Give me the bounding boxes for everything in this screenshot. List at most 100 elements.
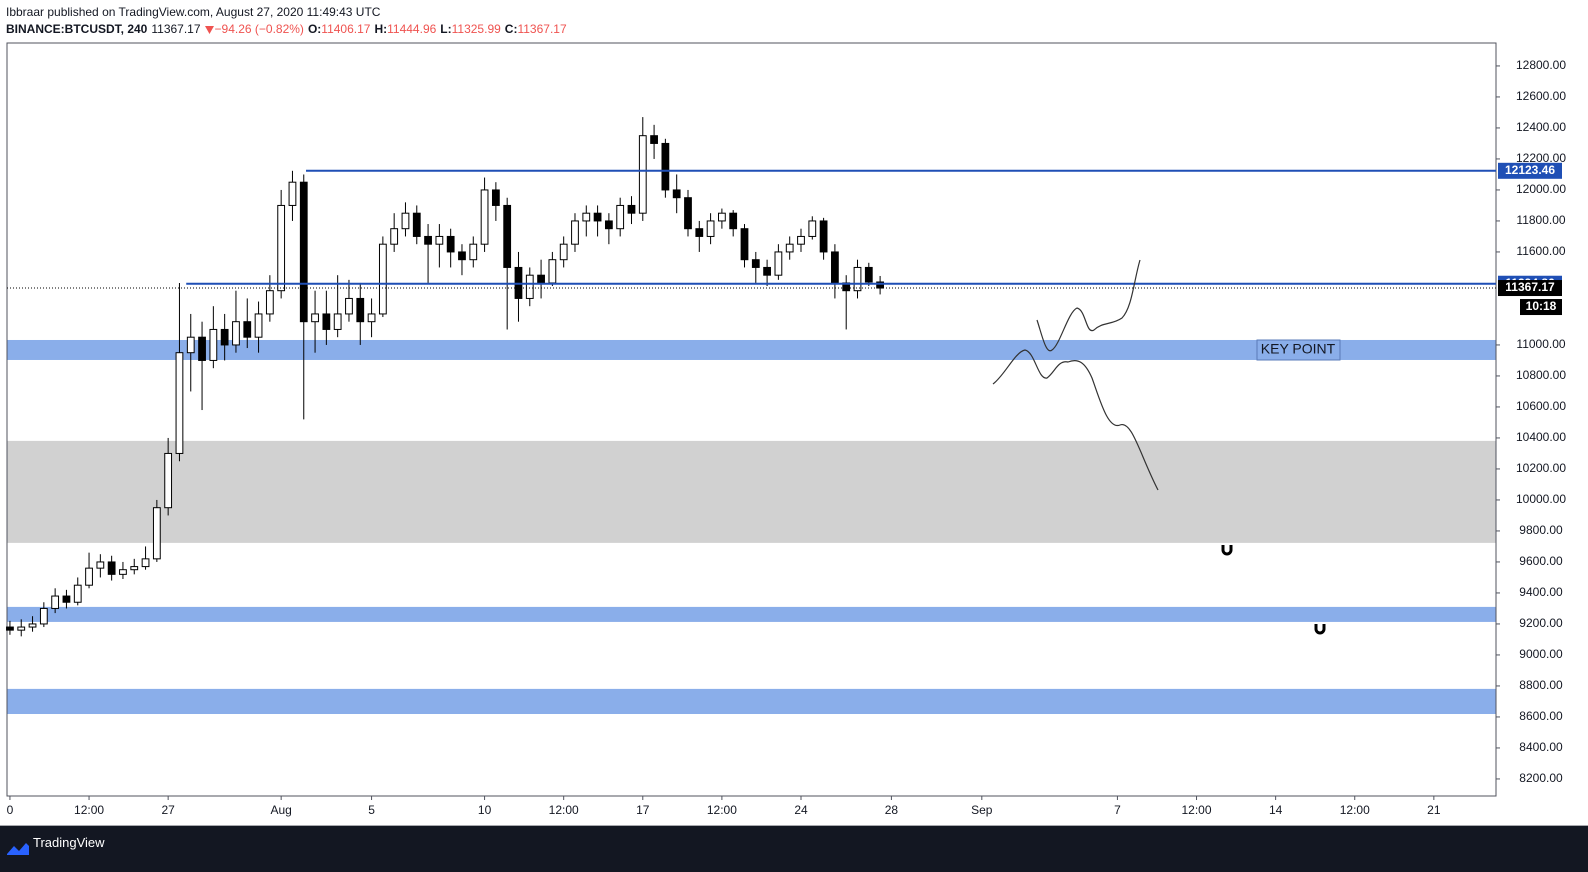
- candle-body: [503, 204, 512, 268]
- candle-body: [650, 135, 658, 144]
- candle-body: [390, 228, 399, 245]
- ohlc-label: H:: [374, 22, 388, 36]
- candle-body: [288, 181, 297, 206]
- annotation-box: [1256, 339, 1341, 361]
- symbol: BINANCE:BTCUSDT, 240: [6, 22, 148, 36]
- candle-body: [627, 204, 636, 214]
- x-tick-label: 24: [794, 803, 808, 817]
- change: −94.26 (−0.82%): [214, 22, 304, 36]
- x-tick-label: 0: [7, 803, 14, 817]
- low-value: 11325.99: [451, 22, 501, 36]
- candle-body: [243, 321, 252, 338]
- candle-body: [277, 204, 286, 292]
- zone: [7, 440, 1496, 543]
- candle-body: [480, 189, 489, 245]
- open-value: 11406.17: [321, 22, 371, 36]
- zone: [7, 688, 1496, 715]
- candle-body: [412, 212, 421, 237]
- footer: TradingView: [0, 826, 1588, 872]
- x-tick-label: 28: [885, 803, 899, 817]
- y-tick-label: 8200.00: [1519, 771, 1563, 785]
- ohlc-label: C:: [504, 22, 518, 36]
- x-tick-label: Aug: [270, 803, 291, 817]
- down-arrow: [204, 25, 214, 34]
- candle-body: [548, 259, 557, 284]
- y-tick-label: 11800.00: [1516, 213, 1565, 227]
- candle-body: [469, 243, 478, 261]
- candle-body: [254, 313, 263, 338]
- projection-down: [992, 349, 1159, 491]
- magnet-icon: [1221, 545, 1326, 635]
- candle-body: [311, 313, 319, 323]
- candle-body: [740, 228, 749, 261]
- projection-up: [1036, 259, 1141, 352]
- chart: 8200.00 8400.00 8600.00 8800.00 9000.00 9200.…: [0, 42, 1588, 826]
- y-tick-label: 9600.00: [1519, 554, 1563, 568]
- y-tick-label: 10600.00: [1516, 399, 1566, 413]
- candle-body: [119, 569, 127, 575]
- candle-body: [85, 567, 93, 586]
- y-tick-label: 12800.00: [1516, 58, 1566, 72]
- candle-body: [186, 336, 195, 354]
- candle-body: [537, 274, 545, 284]
- candle-body: [62, 595, 71, 603]
- y-tick-label: 9000.00: [1519, 647, 1563, 661]
- candle-body: [367, 313, 376, 323]
- x-tick-label: 17: [636, 803, 650, 817]
- candle-body: [73, 584, 82, 603]
- candle-body: [322, 313, 331, 330]
- last-price-box: [1498, 280, 1562, 297]
- y-tick-label: 9800.00: [1519, 523, 1563, 537]
- zone: [7, 339, 1496, 360]
- candle-body: [559, 243, 568, 261]
- candle-body: [265, 290, 274, 315]
- candle-body: [706, 220, 715, 237]
- y-tick-label: 8800.00: [1519, 678, 1563, 692]
- candle-body: [525, 274, 534, 299]
- y-tick-label: 8600.00: [1519, 709, 1563, 723]
- candle-body: [164, 452, 173, 509]
- candle-body: [638, 135, 647, 214]
- x-tick-label: 12:00: [707, 803, 737, 817]
- candle-body: [198, 336, 206, 361]
- candle-body: [458, 251, 466, 261]
- candle-body: [661, 142, 670, 191]
- candle-body: [209, 328, 218, 361]
- x-tick-label: 12:00: [549, 803, 579, 817]
- y-tick-label: 10400.00: [1516, 430, 1566, 444]
- candle-body: [356, 297, 365, 323]
- candle-body: [672, 189, 681, 199]
- candle-body: [785, 243, 794, 253]
- candle-body: [751, 259, 760, 268]
- countdown: 10:18: [1526, 299, 1557, 313]
- ohlc-label: O:: [307, 22, 322, 36]
- zone: [7, 606, 1496, 622]
- candle-body: [130, 566, 139, 571]
- candle-body: [593, 212, 602, 222]
- y-tick-label: 11000.00: [1516, 337, 1565, 351]
- y-tick-label: 12000.00: [1516, 182, 1566, 196]
- x-tick-label: 12:00: [1340, 803, 1370, 817]
- price-label-box: [1498, 162, 1562, 179]
- last-price-label: 11367.17: [1505, 280, 1555, 294]
- brand: TradingView: [33, 835, 105, 850]
- candle-body: [491, 189, 500, 206]
- candle-body: [604, 220, 613, 230]
- candle-body: [401, 212, 410, 230]
- candle-body: [718, 212, 726, 222]
- candle-body: [51, 595, 60, 609]
- x-tick-label: 27: [161, 803, 175, 817]
- candle-body: [435, 235, 444, 245]
- y-tick-label: 8400.00: [1519, 740, 1563, 754]
- candle-body: [729, 212, 738, 230]
- close-value: 11367.17: [517, 22, 567, 36]
- y-tick-label: 12600.00: [1516, 89, 1566, 103]
- x-tick-label: 14: [1269, 803, 1283, 817]
- candle-body: [107, 561, 116, 575]
- candle-body: [39, 607, 48, 625]
- candle-body: [152, 507, 161, 560]
- x-tick-label: 12:00: [1182, 803, 1212, 817]
- y-tick-label: 9400.00: [1519, 585, 1563, 599]
- candle-body: [616, 204, 625, 230]
